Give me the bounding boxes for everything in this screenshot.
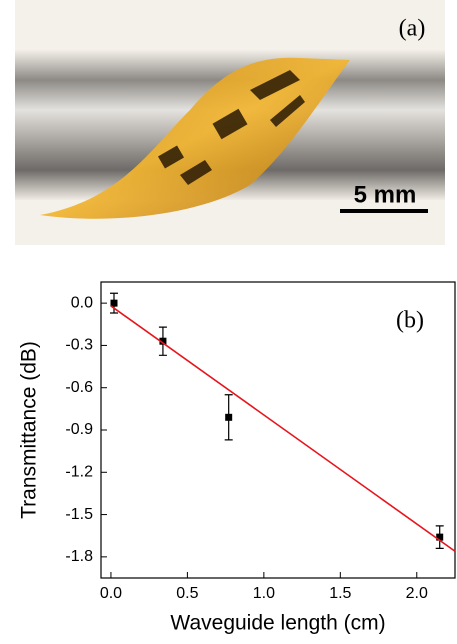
y-tick-label: 0.0 [71, 294, 93, 311]
x-axis-label: Waveguide length (cm) [170, 612, 385, 635]
page: (a) 5 mm 0.0-0.3-0.6-0.9-1.2-1.5-1.80.00… [0, 0, 457, 639]
y-axis-label: Transmittance (dB) [18, 341, 41, 519]
photo: (a) 5 mm [15, 0, 445, 245]
panel-label: (b) [396, 308, 424, 334]
scale-bar [340, 209, 428, 213]
x-tick-label: 0.0 [100, 585, 122, 602]
chart: 0.0 -0.3 -0.6 -0.9 -1.2 -1.5 -1.8 0.0 0.5 1.0 1.5 2… [18, 282, 455, 635]
scale-bar-label: 5 mm [354, 181, 417, 208]
x-tick-label: 2.0 [406, 585, 428, 602]
data-point [225, 414, 232, 421]
y-tick-label: -0.6 [65, 379, 93, 396]
figure: (a) 5 mm 0.0-0.3-0.6-0.9-1.2-1.5-1.80.00… [0, 0, 457, 639]
panel-label: (a) [399, 16, 426, 42]
y-tick-label: -1.8 [65, 548, 93, 565]
y-tick-label: -0.9 [65, 421, 93, 438]
y-tick-label: -0.3 [65, 337, 93, 354]
x-tick-label: 1.5 [329, 585, 351, 602]
x-tick-label: 0.5 [176, 585, 198, 602]
fit-line [111, 306, 455, 551]
x-tick-label: 1.0 [253, 585, 275, 602]
y-tick-label: -1.5 [65, 506, 93, 523]
y-tick-label: -1.2 [65, 464, 93, 481]
